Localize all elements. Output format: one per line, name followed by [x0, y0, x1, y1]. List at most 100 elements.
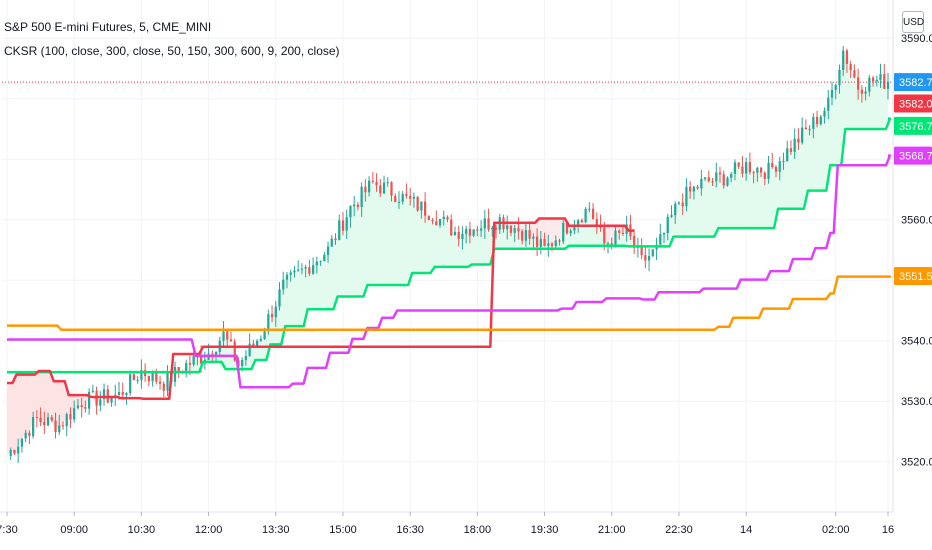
candle-body	[573, 225, 576, 231]
candle-body	[711, 181, 714, 183]
support-line	[7, 117, 892, 374]
candle-body	[812, 116, 815, 129]
candle-body	[759, 167, 763, 173]
candle-body	[43, 421, 46, 426]
green-line-badge-label: 3576.75	[899, 121, 932, 133]
candle-body	[282, 279, 285, 290]
magenta-line-badge-label: 3568.75	[899, 151, 932, 163]
axes	[0, 0, 894, 513]
candle-body	[304, 267, 307, 269]
last-price-badge-label: 3582.75	[899, 77, 932, 89]
candle-body	[185, 363, 188, 373]
candle-body	[117, 392, 121, 395]
candle-body	[703, 177, 707, 179]
candle-body	[58, 425, 61, 433]
candle-body	[162, 383, 165, 391]
candle-body	[129, 374, 132, 394]
candle-body	[554, 240, 557, 247]
candle-body	[849, 63, 852, 71]
candle-body	[233, 341, 236, 361]
orange-line	[7, 275, 892, 332]
candle-body	[733, 162, 737, 174]
candle-body	[883, 74, 886, 89]
candle-body	[285, 274, 289, 280]
candle-body	[535, 236, 539, 247]
x-tick-label: 21:00	[598, 524, 626, 536]
candle-body	[39, 417, 42, 422]
candle-body	[99, 399, 102, 406]
candle-body	[405, 193, 408, 196]
candle-body	[662, 232, 666, 235]
candle-body	[65, 414, 68, 427]
x-tick-label: 13:30	[262, 524, 290, 536]
x-tick-label: 14	[740, 524, 752, 536]
candle-body	[435, 221, 438, 226]
candle-body	[214, 351, 218, 356]
candle-body	[472, 229, 475, 236]
x-tick-label: 10:30	[128, 524, 156, 536]
candle-body	[334, 238, 337, 241]
candle-body	[438, 219, 442, 226]
candle-body	[136, 379, 139, 381]
candle-body	[730, 173, 733, 178]
candle-body	[345, 217, 348, 231]
candle-body	[371, 180, 374, 182]
candle-body	[446, 216, 449, 220]
candle-body	[886, 82, 890, 89]
candle-body	[715, 172, 718, 182]
candle-body	[199, 356, 203, 364]
symbol-title[interactable]: S&P 500 E-mini Futures, 5, CME_MINI	[4, 20, 212, 34]
candle-body	[782, 160, 785, 162]
indicator-legend[interactable]: CKSR (100, close, 300, close, 50, 150, 3…	[4, 44, 340, 58]
candle-body	[308, 267, 311, 274]
candle-body	[267, 314, 270, 332]
candle-body	[353, 204, 356, 207]
candle-body	[584, 208, 587, 223]
candle-body	[397, 201, 401, 203]
candle-body	[595, 218, 598, 226]
candle-body	[259, 338, 262, 341]
candle-body	[718, 172, 722, 175]
candle-body	[54, 420, 57, 433]
candle-body	[577, 220, 580, 226]
candle-body	[17, 446, 20, 454]
candle-body	[323, 254, 326, 262]
candle-body	[588, 208, 591, 210]
candle-body	[614, 230, 617, 247]
candle-body	[879, 74, 882, 80]
candle-body	[188, 363, 192, 365]
band-fills	[7, 50, 889, 456]
candle-body	[330, 238, 333, 247]
candle-body	[255, 340, 259, 346]
x-tick-label: 02:00	[822, 524, 850, 536]
candle-body	[229, 339, 233, 342]
candle-body	[860, 89, 863, 94]
candles	[9, 46, 890, 463]
orange-line-badge-label: 3551.50	[899, 271, 932, 283]
candle-body	[315, 261, 318, 266]
candle-body	[539, 239, 542, 247]
candle-body	[644, 255, 647, 261]
candle-body	[823, 110, 826, 117]
candle-body	[252, 343, 255, 346]
candle-body	[521, 231, 524, 241]
y-tick-label: 3540.00	[901, 336, 932, 348]
candle-body	[88, 392, 91, 409]
candle-body	[80, 405, 83, 408]
x-tick-label: 15:00	[329, 524, 357, 536]
candle-body	[513, 228, 516, 233]
support-fill	[118, 50, 889, 373]
candle-body	[696, 186, 699, 189]
x-tick-label: 7:30	[0, 524, 18, 536]
candle-body	[838, 70, 841, 86]
candle-body	[517, 228, 520, 232]
candle-body	[465, 228, 468, 234]
candle-body	[801, 127, 804, 143]
candle-body	[46, 417, 50, 426]
resistance-fill	[7, 370, 149, 456]
candle-body	[871, 77, 875, 82]
candle-body	[360, 186, 363, 207]
currency-button[interactable]: USD	[902, 11, 924, 33]
candle-body	[748, 162, 751, 173]
